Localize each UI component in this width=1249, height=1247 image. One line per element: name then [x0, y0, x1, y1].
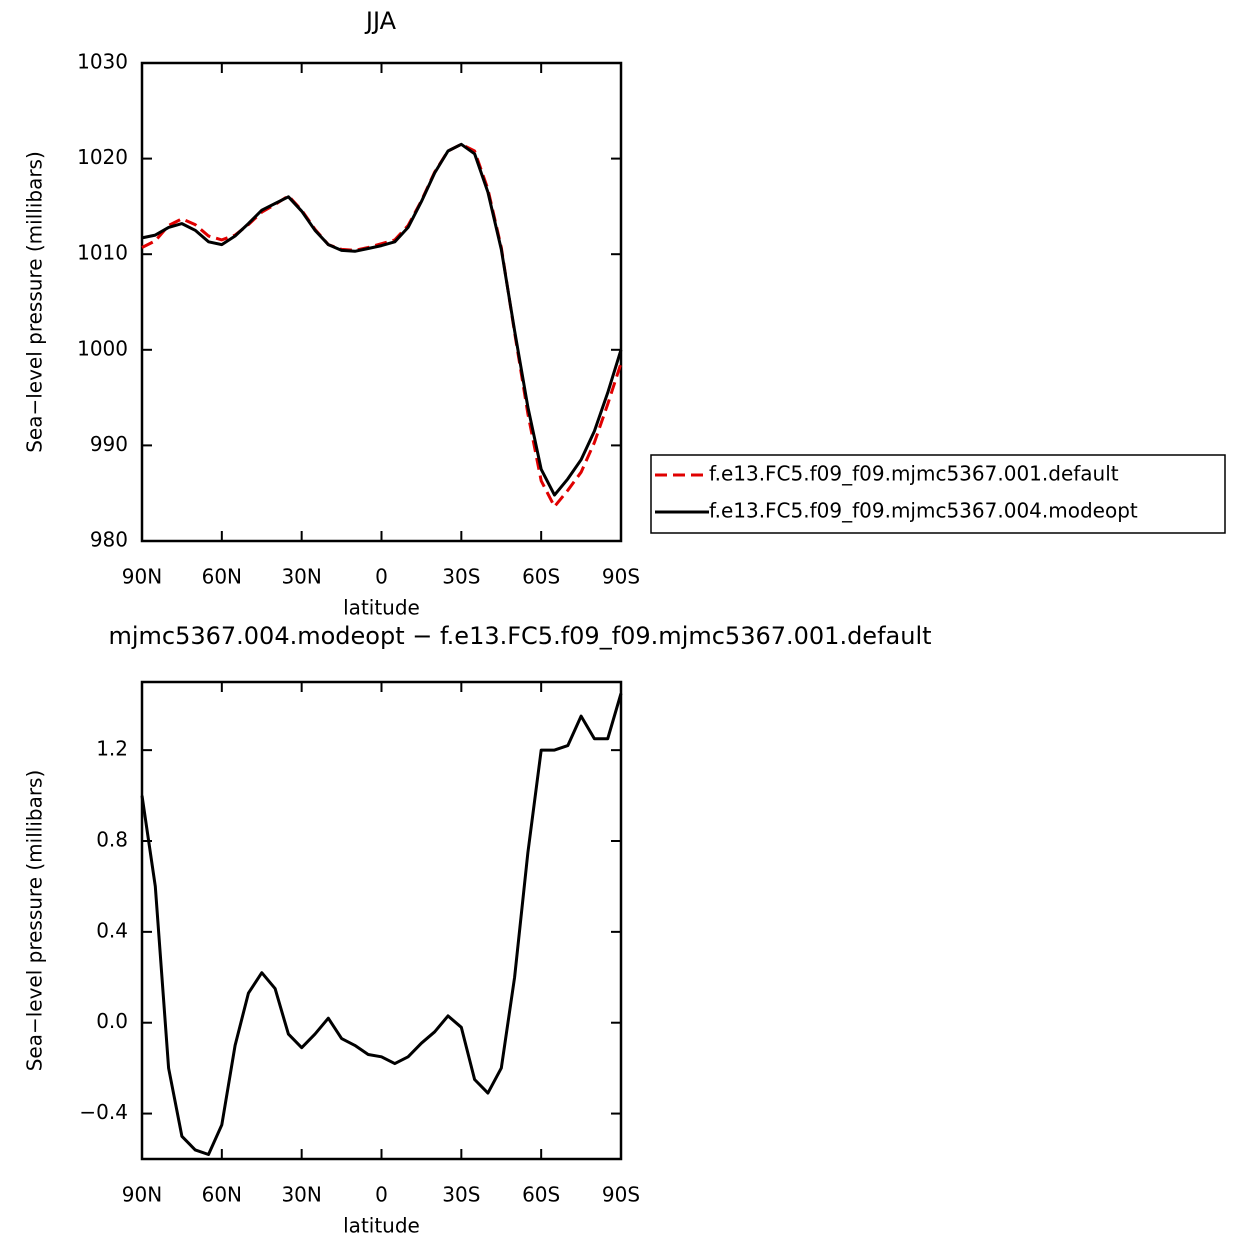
x-tick-label: 90S	[602, 1183, 640, 1207]
y-axis-label: Sea−level pressure (millibars)	[23, 151, 47, 453]
y-tick-label: 0.4	[96, 918, 128, 942]
legend-label: f.e13.FC5.f09_f09.mjmc5367.004.modeopt	[709, 499, 1138, 523]
x-axis-label: latitude	[343, 596, 420, 620]
x-tick-label: 30N	[281, 1183, 321, 1207]
y-tick-label: 1030	[77, 50, 128, 74]
x-tick-label: 30S	[442, 565, 480, 589]
x-tick-label: 0	[375, 565, 388, 589]
y-tick-label: 1.2	[96, 737, 128, 761]
data-line	[141, 142, 623, 497]
data-line	[140, 692, 623, 1156]
y-tick-label: −0.4	[79, 1100, 128, 1124]
y-tick-label: 1000	[77, 336, 128, 360]
data-line	[141, 142, 623, 509]
y-tick-label: 980	[90, 528, 128, 552]
chart-title: JJA	[364, 7, 397, 35]
legend-box	[650, 454, 1226, 534]
x-tick-label: 90S	[602, 565, 640, 589]
x-tick-label: 60S	[522, 1183, 560, 1207]
x-tick-label: 60N	[202, 1183, 242, 1207]
plot-frame	[140, 61, 623, 543]
x-tick-label: 90N	[122, 565, 162, 589]
x-axis-label: latitude	[343, 1214, 420, 1238]
x-tick-label: 60S	[522, 565, 560, 589]
x-tick-label: 90N	[122, 1183, 162, 1207]
y-tick-label: 0.8	[96, 828, 128, 852]
x-tick-label: 60N	[202, 565, 242, 589]
legend-label: f.e13.FC5.f09_f09.mjmc5367.001.default	[709, 462, 1119, 486]
y-tick-label: 990	[90, 432, 128, 456]
plot-frame	[140, 680, 623, 1161]
x-tick-label: 30N	[281, 565, 321, 589]
y-tick-label: 1020	[77, 145, 128, 169]
y-tick-label: 0.0	[96, 1009, 128, 1033]
y-axis-label: Sea−level pressure (millibars)	[23, 770, 47, 1072]
y-tick-label: 1010	[77, 241, 128, 265]
x-tick-label: 30S	[442, 1183, 480, 1207]
chart-title: mjmc5367.004.modeopt − f.e13.FC5.f09_f09…	[108, 622, 931, 650]
x-tick-label: 0	[375, 1183, 388, 1207]
